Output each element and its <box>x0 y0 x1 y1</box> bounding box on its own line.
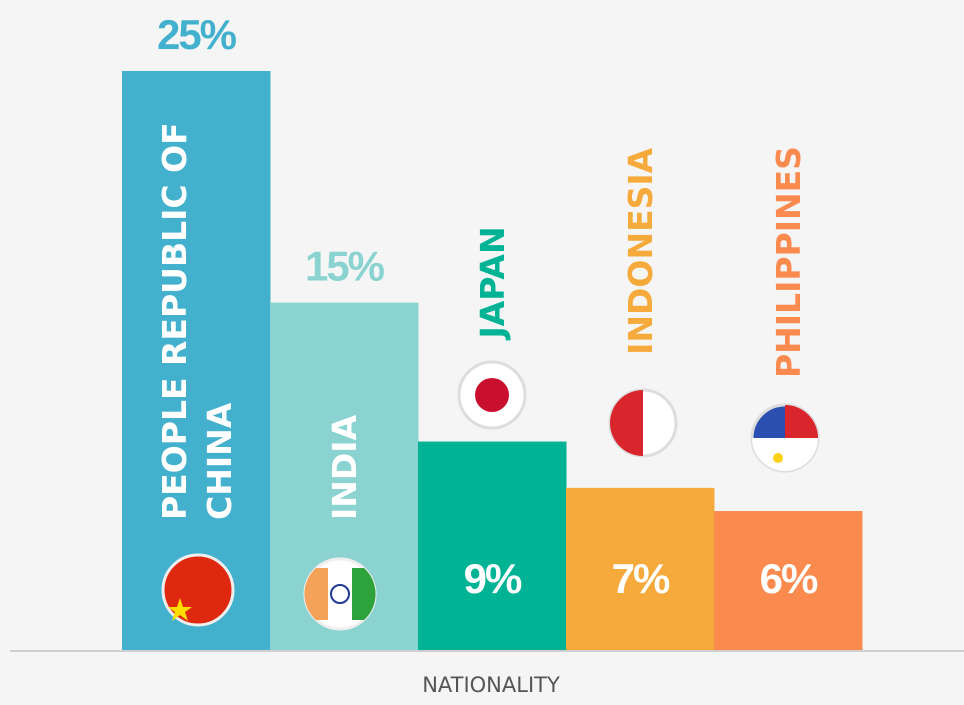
category-label: PHILIPPINES <box>769 146 808 378</box>
value-label: 7% <box>612 555 670 602</box>
value-label: 15% <box>305 243 385 290</box>
flag-band <box>304 568 328 620</box>
bar <box>122 71 271 650</box>
bar <box>566 487 715 650</box>
category-label: INDONESIA <box>621 147 660 355</box>
flag-sun <box>773 453 783 463</box>
value-label: 25% <box>157 11 237 58</box>
flag-china <box>161 553 235 627</box>
flag-wheel <box>330 584 350 604</box>
category-label: PEOPLE REPUBLIC OF CHINA <box>155 122 239 520</box>
value-label: 6% <box>760 555 818 602</box>
bar <box>418 441 567 650</box>
flag-star <box>168 598 192 621</box>
bar <box>714 511 863 650</box>
flags <box>161 360 820 631</box>
category-label: JAPAN <box>473 226 512 340</box>
bars: 25% PEOPLE REPUBLIC OF CHINA 15% INDIA 9% JAPA… <box>122 11 863 650</box>
flag-band <box>352 568 376 620</box>
category-label: INDIA <box>325 414 364 520</box>
flag-band <box>785 405 818 438</box>
value-label: 9% <box>464 555 522 602</box>
flag-sun <box>475 378 509 412</box>
flag-band <box>752 438 818 471</box>
x-axis-title: NATIONALITY <box>422 673 560 697</box>
flag-band <box>610 390 643 456</box>
